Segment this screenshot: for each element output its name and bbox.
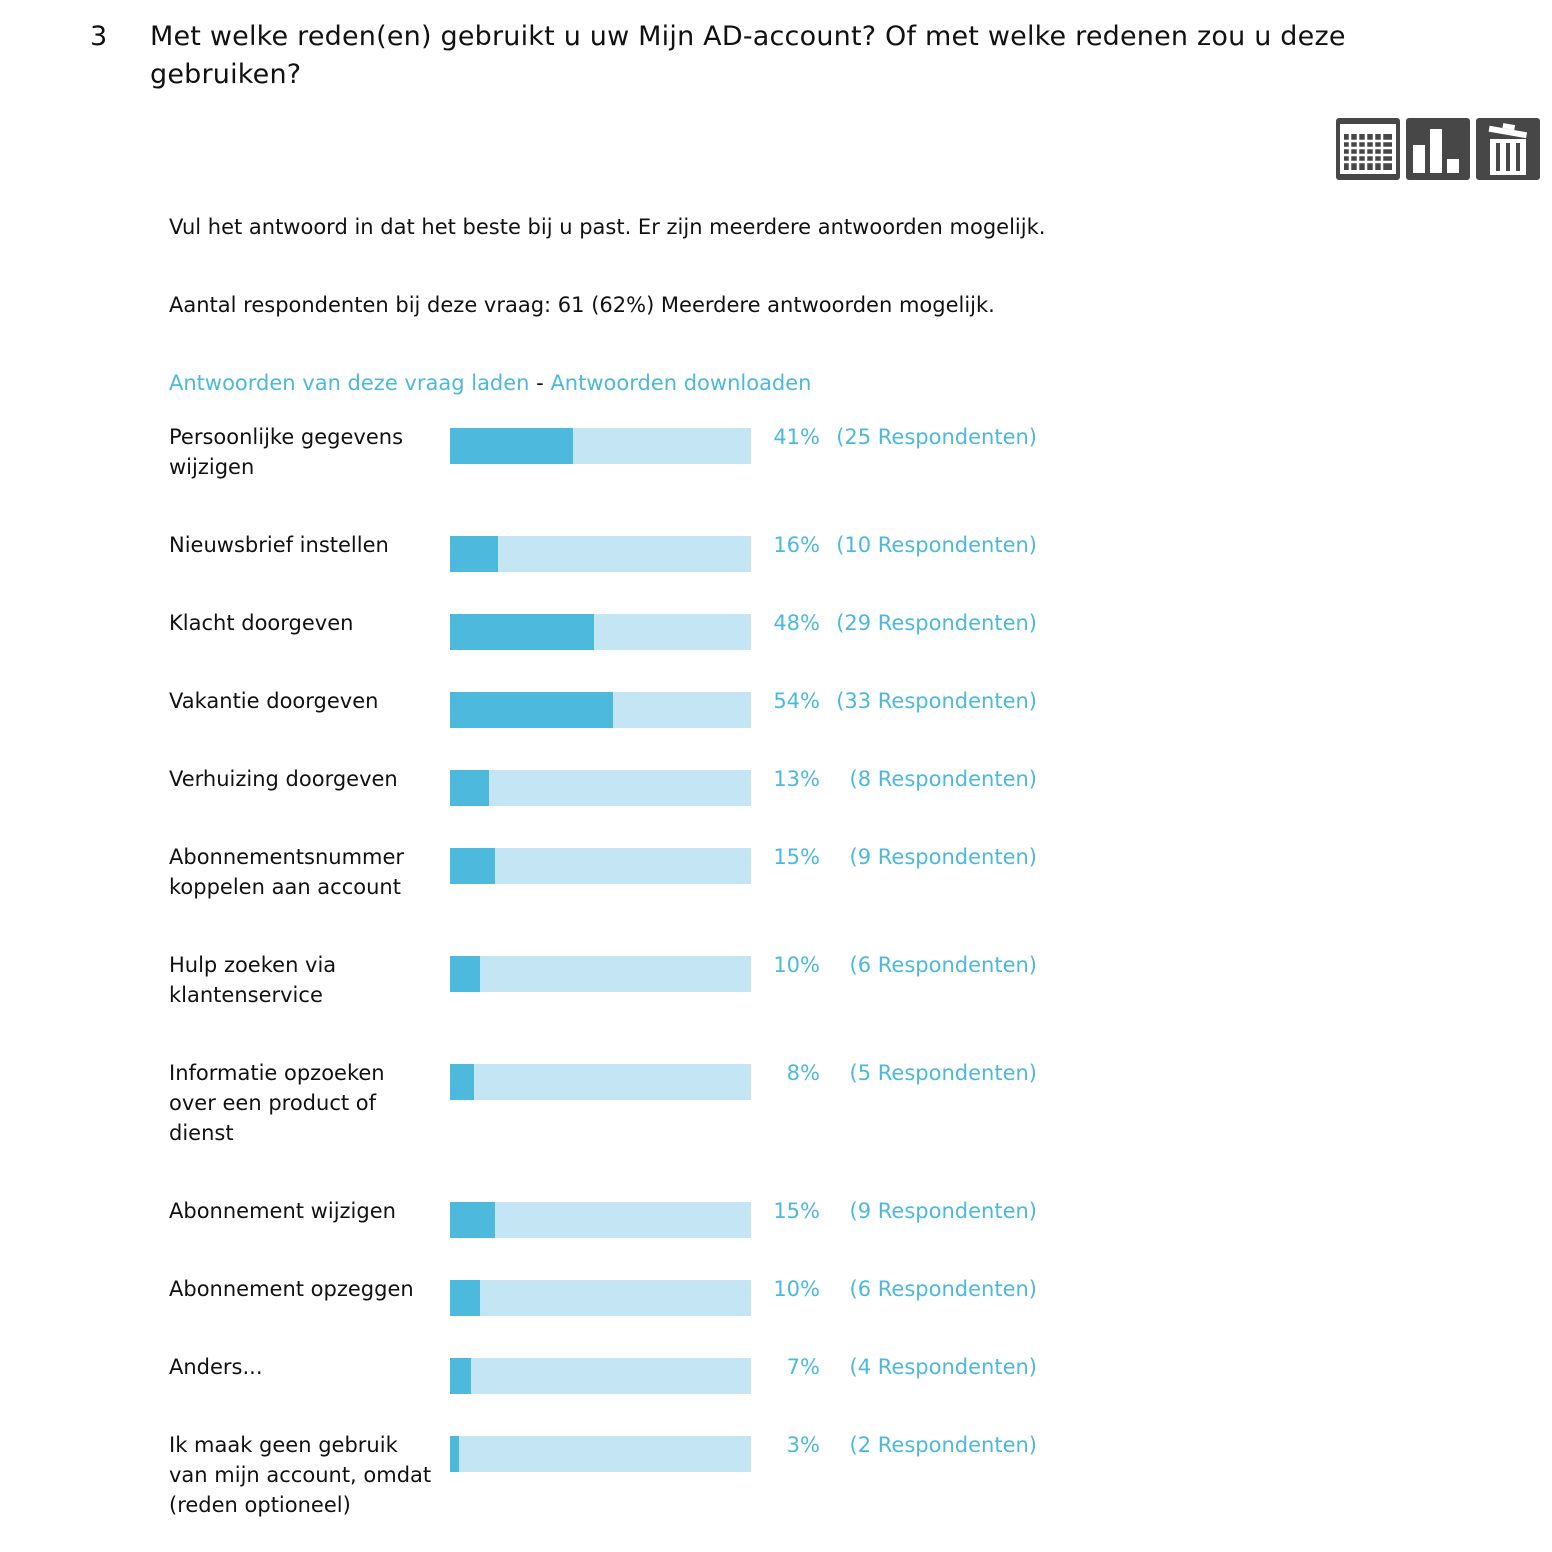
load-answers-link[interactable]: Antwoorden van deze vraag laden	[169, 371, 530, 395]
answer-label: Vakantie doorgeven	[169, 689, 379, 713]
answer-label: Abonnement wijzigen	[169, 1199, 396, 1223]
answer-label: Verhuizing doorgeven	[169, 767, 398, 791]
answer-bar-track	[450, 956, 751, 992]
answer-percentage: 8%	[786, 1061, 820, 1085]
answer-percentage: 3%	[786, 1433, 820, 1457]
link-separator: -	[529, 371, 551, 395]
answer-respondent-count: (9 Respondenten)	[849, 845, 1037, 869]
answer-bar	[450, 1280, 480, 1316]
answer-respondent-count: (4 Respondenten)	[849, 1355, 1037, 1379]
answer-bar	[450, 1064, 474, 1100]
answer-bar	[450, 1358, 471, 1394]
answer-percentage: 7%	[786, 1355, 820, 1379]
answer-label: Abonnement opzeggen	[169, 1277, 414, 1301]
answer-label: Ik maak geen gebruik van mijn account, o…	[169, 1433, 432, 1517]
answer-percentage: 41%	[773, 425, 820, 449]
answer-bar-track	[450, 848, 751, 884]
answer-label: Informatie opzoeken over een product of …	[169, 1061, 385, 1145]
answer-label: Anders...	[169, 1355, 263, 1379]
table-view-button[interactable]	[1336, 118, 1400, 180]
question-instruction: Vul het antwoord in dat het beste bij u …	[169, 215, 1046, 239]
answer-respondent-count: (8 Respondenten)	[849, 767, 1037, 791]
answer-respondent-count: (9 Respondenten)	[849, 1199, 1037, 1223]
answer-label: Hulp zoeken via klantenservice	[169, 953, 337, 1007]
answer-bar	[450, 536, 498, 572]
answer-bar-track	[450, 1436, 751, 1472]
answer-respondent-count: (2 Respondenten)	[849, 1433, 1037, 1457]
trash-icon	[1488, 123, 1528, 175]
chart-view-button[interactable]	[1406, 118, 1470, 180]
answer-bar	[450, 1436, 459, 1472]
answer-percentage: 15%	[773, 1199, 820, 1223]
answer-percentage: 13%	[773, 767, 820, 791]
answer-respondent-count: (33 Respondenten)	[836, 689, 1037, 713]
answer-bar	[450, 1202, 495, 1238]
answer-bar	[450, 848, 495, 884]
answer-bar	[450, 614, 594, 650]
answer-bar-track	[450, 1280, 751, 1316]
answer-percentage: 10%	[773, 953, 820, 977]
answer-bar-track	[450, 770, 751, 806]
respondent-count: Aantal respondenten bij deze vraag: 61 (…	[169, 293, 995, 317]
download-answers-link[interactable]: Antwoorden downloaden	[550, 371, 812, 395]
answer-links: Antwoorden van deze vraag laden - Antwoo…	[169, 368, 812, 398]
answer-bar-track	[450, 692, 751, 728]
question-number: 3	[90, 21, 108, 52]
answer-respondent-count: (25 Respondenten)	[836, 425, 1037, 449]
view-toolbar	[1336, 118, 1540, 180]
answer-label: Abonnementsnummer koppelen aan account	[169, 845, 405, 899]
answer-bar	[450, 770, 489, 806]
answer-respondent-count: (6 Respondenten)	[849, 1277, 1037, 1301]
delete-button[interactable]	[1476, 118, 1540, 180]
question-title: Met welke reden(en) gebruikt u uw Mijn A…	[150, 21, 1346, 90]
bar-chart-icon	[1413, 129, 1459, 173]
answer-bar-track	[450, 1202, 751, 1238]
answer-bar-track	[450, 614, 751, 650]
answer-bar	[450, 692, 613, 728]
answer-bar-track	[450, 1358, 751, 1394]
answer-label: Persoonlijke gegevens wijzigen	[169, 425, 404, 479]
answer-respondent-count: (10 Respondenten)	[836, 533, 1037, 557]
answer-bar-track	[450, 428, 751, 464]
answer-percentage: 15%	[773, 845, 820, 869]
answer-respondent-count: (5 Respondenten)	[849, 1061, 1037, 1085]
answer-percentage: 54%	[773, 689, 820, 713]
answer-percentage: 10%	[773, 1277, 820, 1301]
answer-respondent-count: (6 Respondenten)	[849, 953, 1037, 977]
answer-label: Nieuwsbrief instellen	[169, 533, 389, 557]
answer-label: Klacht doorgeven	[169, 611, 354, 635]
answer-respondent-count: (29 Respondenten)	[836, 611, 1037, 635]
table-icon	[1340, 124, 1396, 174]
answer-bar-track	[450, 1064, 751, 1100]
answer-percentage: 16%	[773, 533, 820, 557]
answer-bar-track	[450, 536, 751, 572]
answer-bar	[450, 956, 480, 992]
answer-percentage: 48%	[773, 611, 820, 635]
answer-bar	[450, 428, 573, 464]
